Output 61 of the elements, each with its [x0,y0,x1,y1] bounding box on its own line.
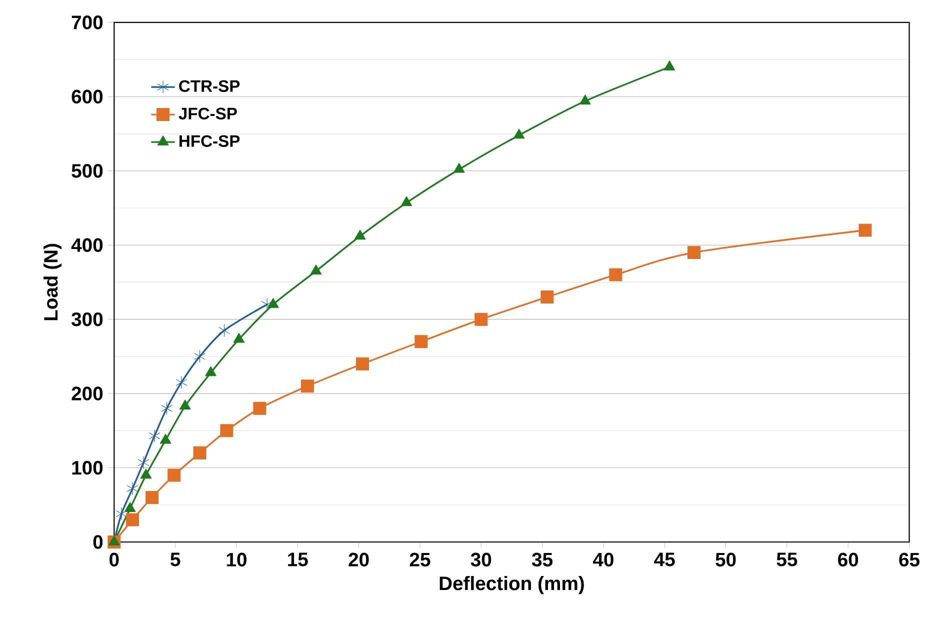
y-tick-label: 0 [93,535,103,549]
x-tick-label: 25 [410,552,430,567]
point [176,376,188,390]
y-axis-title: Load (N) [43,244,62,320]
point [609,268,622,282]
point [579,94,591,105]
point [268,298,279,308]
point [148,429,160,442]
y-tick-label: 100 [72,461,103,475]
legend-label: JFC-SP [178,108,237,120]
legend-label: CTR-SP [179,80,240,92]
point [205,366,216,376]
point [474,312,488,326]
x-tick-label: 65 [899,552,920,567]
point [664,60,676,70]
point [233,333,245,343]
point [453,163,465,173]
point [194,350,206,364]
point [146,491,159,504]
x-tick-label: 15 [288,552,308,566]
x-tick-label: 50 [716,552,736,567]
x-tick-label: 20 [348,552,369,567]
point [116,507,128,520]
x-tick-label: 60 [838,552,858,567]
x-axis-title: Deflection (mm) [440,576,584,594]
point [179,400,191,410]
point [253,402,266,416]
point [218,324,230,338]
point [400,196,412,206]
point [858,224,872,237]
x-tick-label: 0 [110,552,119,567]
point [193,446,206,460]
y-tick-label: 600 [72,90,103,104]
point [310,264,322,275]
point [220,424,234,438]
point [300,380,314,393]
point [138,456,150,470]
y-tick-label: 400 [71,238,103,252]
point [126,513,140,526]
point [414,335,428,348]
x-tick-label: 40 [592,552,614,567]
point [161,402,172,416]
point [354,230,366,240]
x-tick-label: 45 [654,552,675,566]
point [513,128,525,139]
y-tick-label: 200 [72,386,103,401]
y-tick-label: 500 [72,164,103,178]
legend-label: HFC-SP [180,135,240,148]
y-tick-label: 700 [72,16,103,30]
point [687,246,700,260]
x-tick-label: 35 [532,552,553,567]
point [540,290,554,304]
y-tick-label: 300 [71,312,103,326]
point [126,482,138,496]
point [168,468,181,482]
x-tick-label: 10 [226,552,246,567]
point [261,298,273,312]
point [356,357,369,371]
x-tick-label: 30 [470,552,492,567]
x-tick-label: 5 [170,552,180,566]
x-tick-label: 55 [776,552,798,566]
